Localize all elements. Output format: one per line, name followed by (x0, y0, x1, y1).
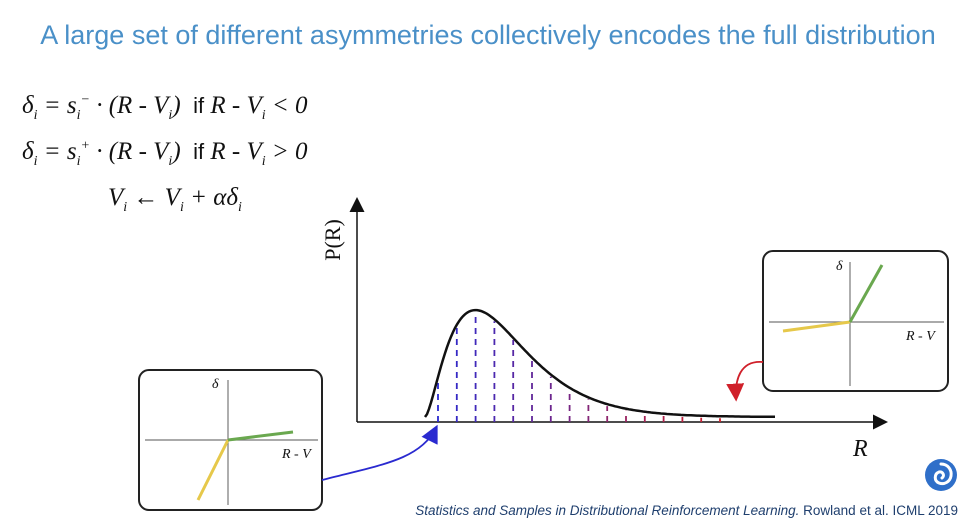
deepmind-logo (924, 458, 958, 492)
left-inset-ylabel: δ (212, 377, 219, 392)
quantile-lines (437, 312, 721, 422)
left-inset-positive-slope (227, 430, 294, 442)
left-inset-xlabel: R - V (281, 447, 312, 462)
slide-title: A large set of different asymmetries col… (40, 20, 936, 50)
equation-negative: δi = si− · (R - Vi) if R - Vi < 0 (22, 92, 308, 123)
equation-positive: δi = si+ · (R - Vi) if R - Vi > 0 (22, 138, 308, 169)
update-rule: Vi ← Vi + αδi (108, 184, 242, 215)
main-ylabel: P(R) (320, 219, 345, 261)
blue-arrow (321, 424, 438, 481)
right-inset-box (762, 250, 949, 392)
right-inset-xlabel: R - V (905, 329, 936, 344)
distribution-curve (423, 308, 775, 419)
right-inset-negative-slope (782, 320, 851, 333)
right-inset-ylabel: δ (836, 259, 843, 274)
right-inset-positive-slope (848, 264, 884, 323)
left-inset-negative-slope (196, 439, 230, 501)
main-xlabel: R (852, 436, 868, 462)
logo-icon (925, 459, 957, 491)
svg-text:P(R): P(R) (320, 219, 345, 261)
red-arrow (726, 361, 764, 402)
citation: Statistics and Samples in Distributional… (415, 503, 958, 518)
